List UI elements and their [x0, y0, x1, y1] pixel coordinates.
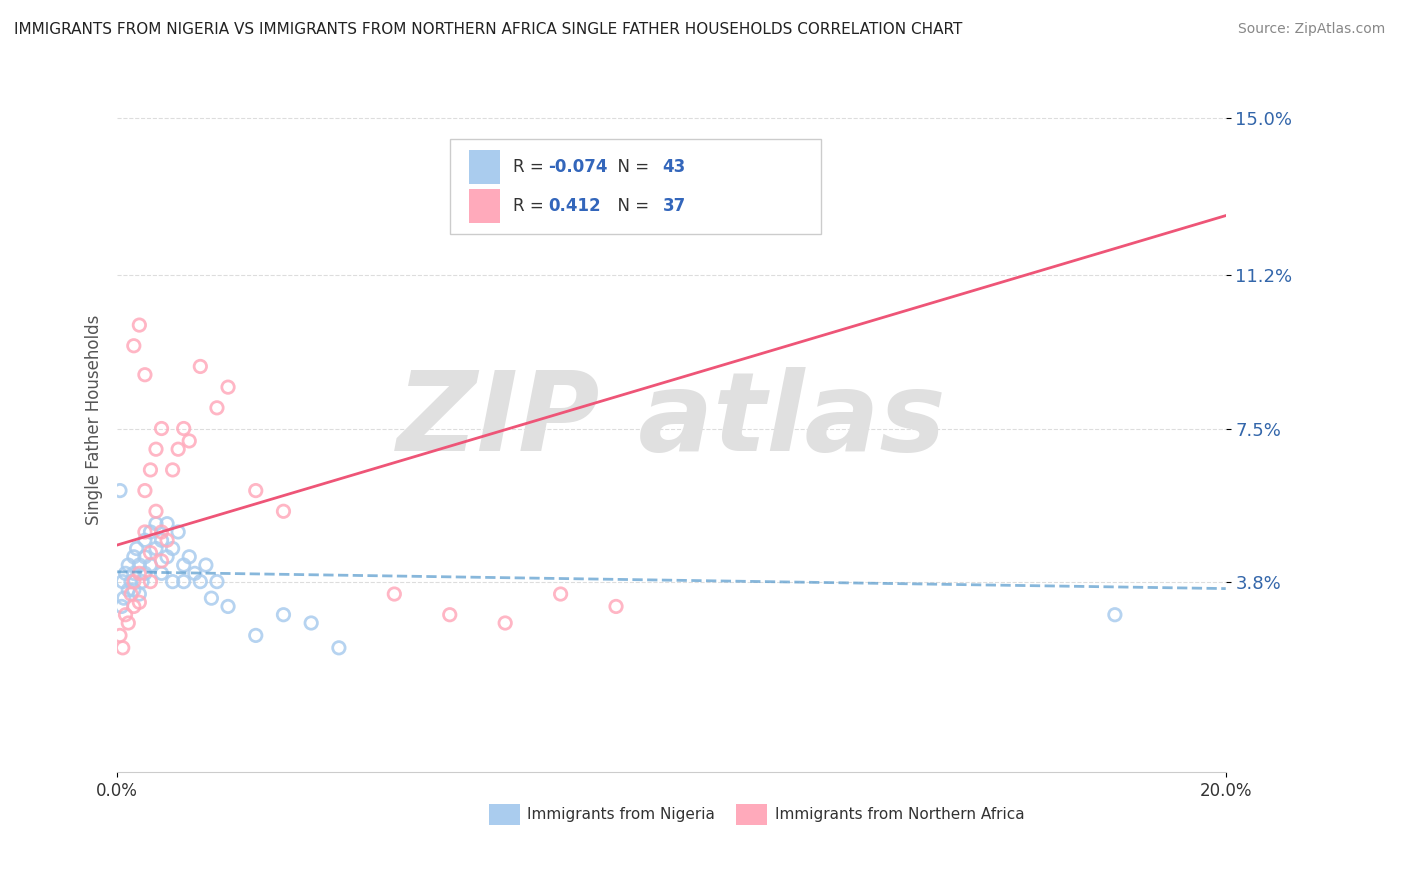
Point [122, 339, 145, 353]
Point [139, 463, 162, 477]
Point [156, 516, 179, 531]
Point [167, 524, 190, 539]
Point [108, 483, 131, 498]
Point [550, 587, 572, 601]
Point [139, 546, 162, 560]
Bar [488, 804, 520, 825]
Point [145, 504, 167, 518]
Point [439, 607, 461, 622]
Point [179, 434, 201, 448]
Point [134, 533, 156, 548]
Point [111, 599, 134, 614]
Text: Source: ZipAtlas.com: Source: ZipAtlas.com [1237, 22, 1385, 37]
Point [120, 574, 142, 589]
Bar [468, 189, 499, 223]
Point [145, 516, 167, 531]
Point [205, 574, 228, 589]
Point [162, 541, 184, 556]
Point [108, 628, 131, 642]
Text: N =: N = [607, 197, 655, 215]
Point [156, 549, 179, 564]
Point [150, 421, 173, 435]
Text: Immigrants from Northern Africa: Immigrants from Northern Africa [775, 806, 1024, 822]
Text: R =: R = [513, 158, 548, 176]
Point [150, 533, 173, 548]
Point [139, 524, 162, 539]
Point [128, 318, 150, 332]
Point [273, 607, 295, 622]
FancyBboxPatch shape [450, 139, 821, 234]
Point [167, 442, 190, 457]
Point [173, 558, 195, 572]
Point [188, 359, 211, 374]
Point [122, 549, 145, 564]
Point [112, 591, 135, 606]
Point [299, 615, 322, 630]
Point [128, 558, 150, 572]
Point [217, 380, 239, 394]
Text: ZIP atlas: ZIP atlas [396, 367, 946, 474]
Point [122, 566, 145, 581]
Point [139, 574, 162, 589]
Point [145, 541, 167, 556]
Point [245, 628, 267, 642]
Point [111, 640, 134, 655]
Point [134, 549, 156, 564]
Point [150, 554, 173, 568]
Point [188, 574, 211, 589]
Point [145, 442, 167, 457]
Point [114, 566, 136, 581]
Point [245, 483, 267, 498]
Point [179, 549, 201, 564]
Point [494, 615, 516, 630]
Point [122, 574, 145, 589]
Point [382, 587, 405, 601]
Point [134, 524, 156, 539]
Bar [468, 150, 499, 184]
Bar [735, 804, 766, 825]
Text: Immigrants from Nigeria: Immigrants from Nigeria [527, 806, 716, 822]
Text: 43: 43 [662, 158, 686, 176]
Point [117, 558, 139, 572]
Text: 0.412: 0.412 [548, 197, 600, 215]
Text: -0.074: -0.074 [548, 158, 607, 176]
Point [200, 591, 222, 606]
Point [122, 582, 145, 597]
Point [605, 599, 627, 614]
Point [328, 640, 350, 655]
Point [205, 401, 228, 415]
Y-axis label: Single Father Households: Single Father Households [86, 315, 103, 525]
Text: 37: 37 [662, 197, 686, 215]
Point [134, 566, 156, 581]
Point [150, 566, 173, 581]
Point [156, 533, 179, 548]
Point [134, 368, 156, 382]
Point [139, 558, 162, 572]
Point [128, 595, 150, 609]
Point [184, 566, 207, 581]
Point [134, 483, 156, 498]
Point [173, 421, 195, 435]
Point [273, 504, 295, 518]
Point [117, 582, 139, 597]
Point [150, 524, 173, 539]
Point [1104, 607, 1126, 622]
Point [117, 615, 139, 630]
Point [128, 566, 150, 581]
Point [217, 599, 239, 614]
Text: R =: R = [513, 197, 548, 215]
Point [162, 463, 184, 477]
Text: N =: N = [607, 158, 655, 176]
Point [120, 587, 142, 601]
Point [111, 574, 134, 589]
Point [131, 574, 153, 589]
Point [194, 558, 217, 572]
Text: IMMIGRANTS FROM NIGERIA VS IMMIGRANTS FROM NORTHERN AFRICA SINGLE FATHER HOUSEHO: IMMIGRANTS FROM NIGERIA VS IMMIGRANTS FR… [14, 22, 963, 37]
Point [128, 587, 150, 601]
Point [162, 574, 184, 589]
Point [114, 607, 136, 622]
Point [122, 599, 145, 614]
Point [173, 574, 195, 589]
Point [125, 541, 148, 556]
